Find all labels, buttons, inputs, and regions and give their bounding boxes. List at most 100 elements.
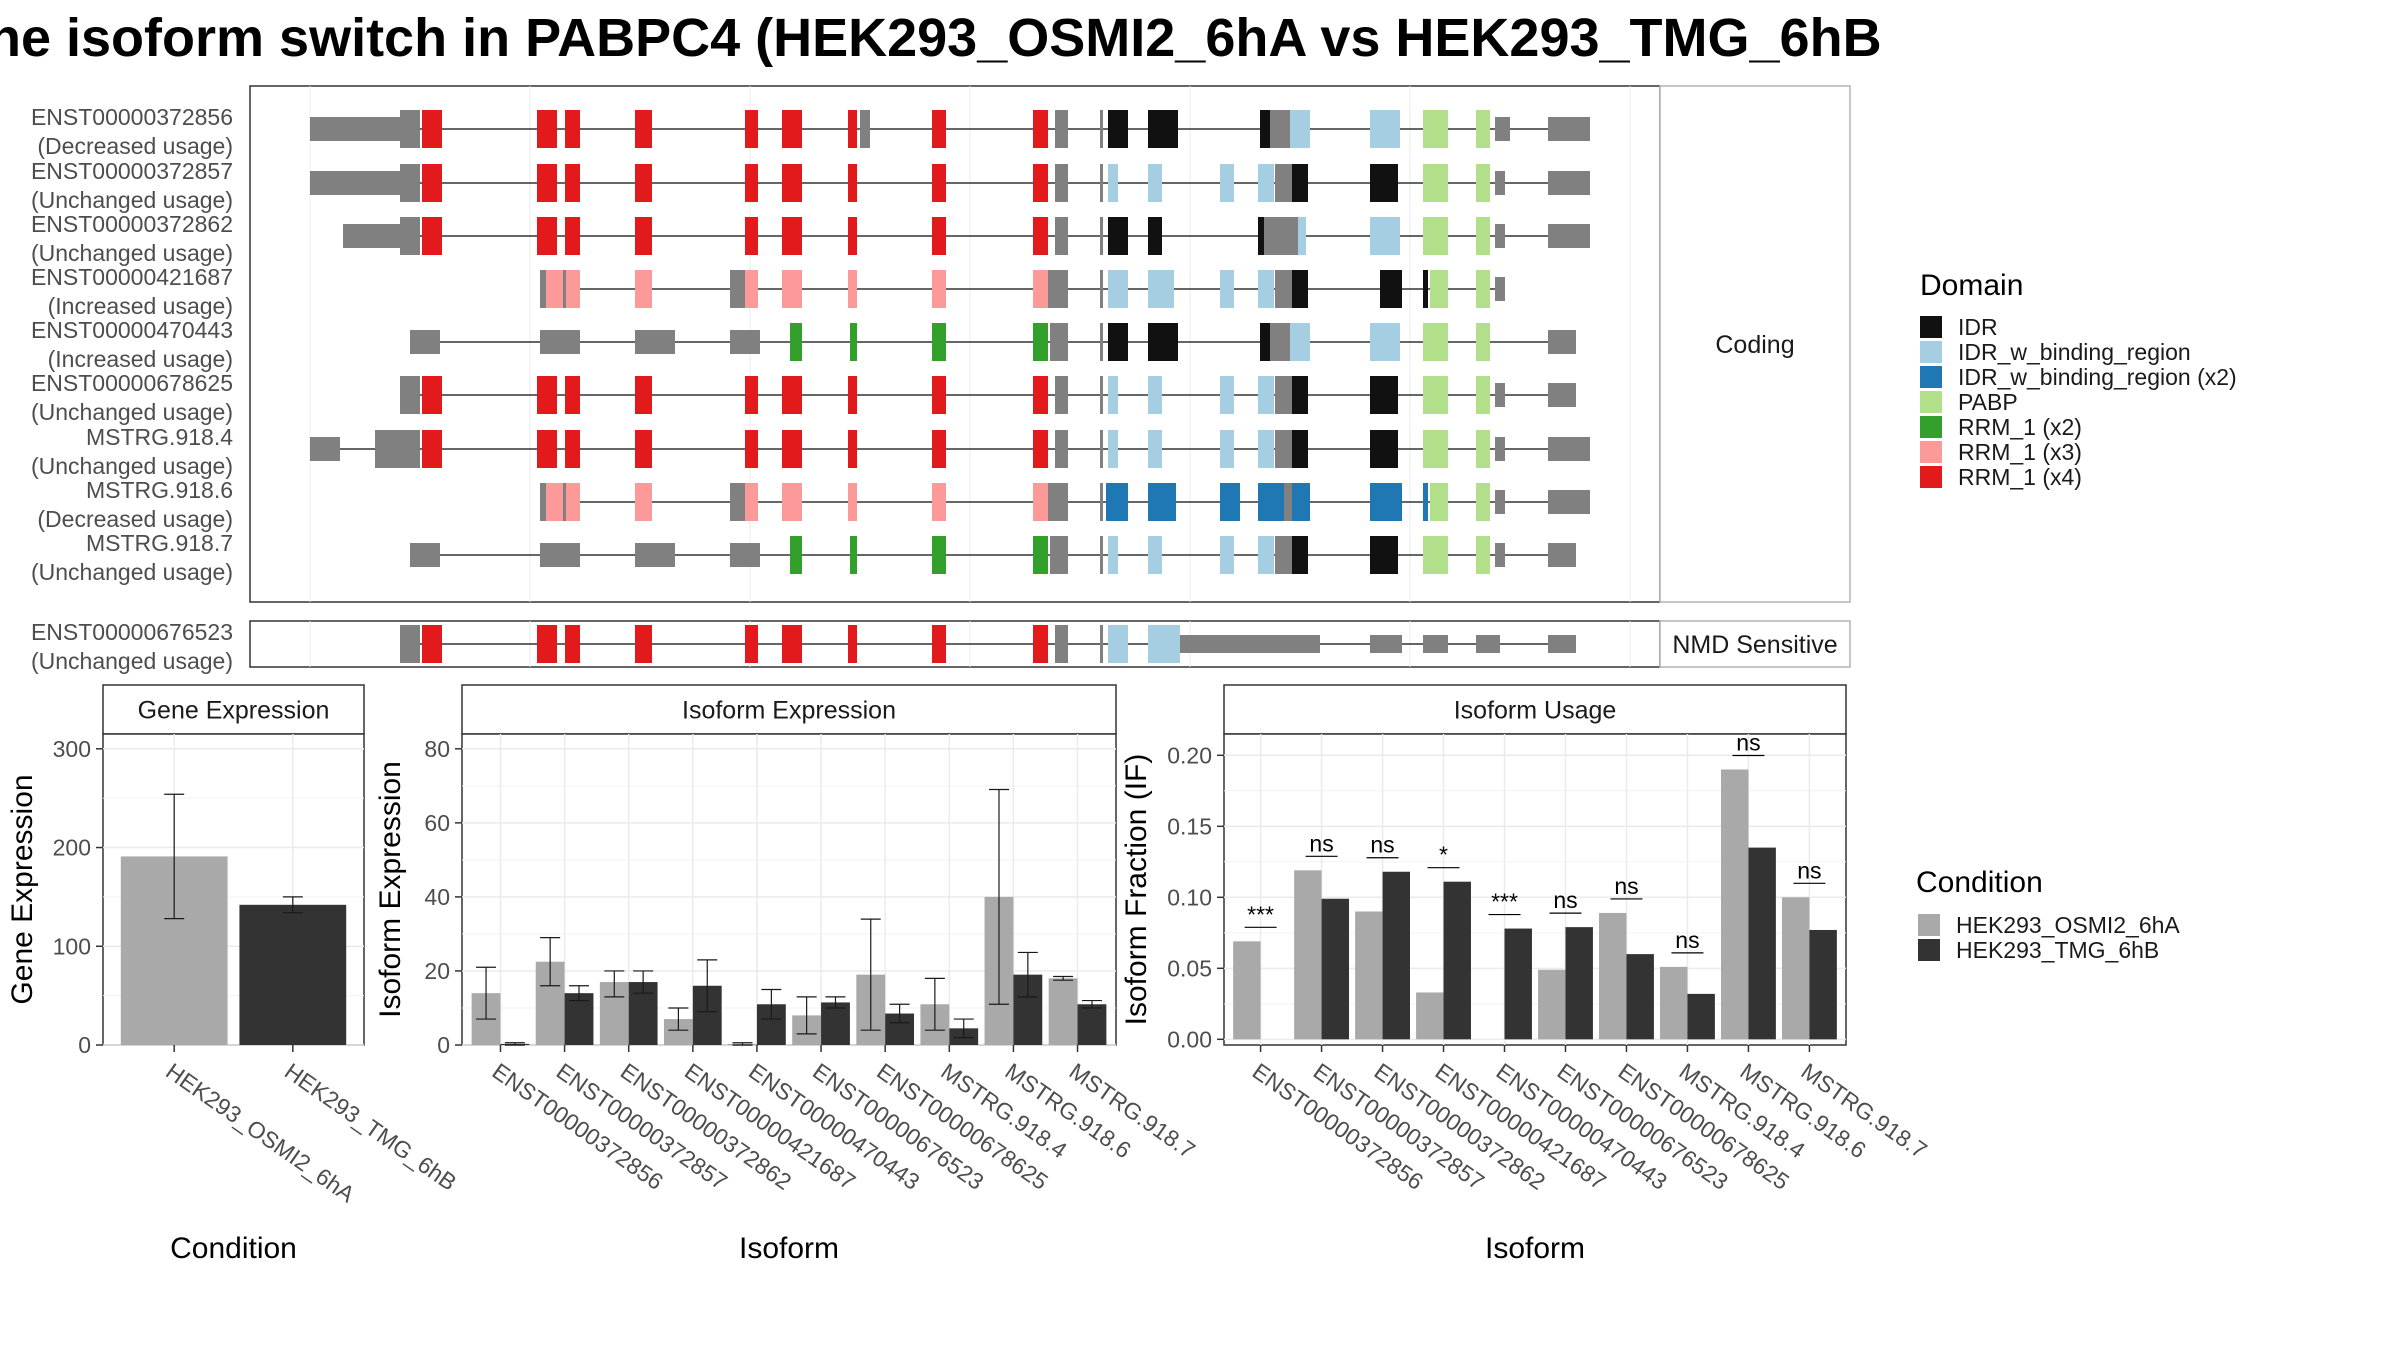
bar — [239, 904, 347, 1045]
domain-block — [932, 430, 946, 468]
domain-block — [1220, 536, 1234, 574]
domain-block — [745, 376, 758, 414]
domain-block — [1423, 376, 1448, 414]
exon-block — [1548, 224, 1590, 248]
domain-block — [1290, 110, 1310, 148]
domain-block — [1148, 110, 1178, 148]
panel-strip — [1223, 684, 1847, 735]
bar — [1748, 847, 1776, 1040]
domain-block — [790, 323, 802, 361]
domain-block — [932, 164, 946, 202]
domain-block — [565, 217, 580, 255]
domain-block — [422, 110, 442, 148]
y-tick-label: 0 — [437, 1032, 450, 1058]
exon-block — [1476, 635, 1500, 653]
domain-block — [1033, 270, 1048, 308]
domain-block — [1370, 110, 1400, 148]
domain-block — [1370, 217, 1400, 255]
domain-block — [1258, 270, 1274, 308]
domain-block — [1292, 270, 1308, 308]
exon-block — [410, 543, 440, 567]
exon-block — [1055, 110, 1068, 148]
domain-block — [1220, 164, 1234, 202]
domain-block — [848, 483, 857, 521]
exon-block — [1495, 543, 1505, 567]
domain-block — [1423, 536, 1448, 574]
domain-block — [635, 376, 652, 414]
legend-label: RRM_1 (x2) — [1958, 414, 2082, 440]
exon-block — [1495, 224, 1505, 248]
exon-block — [1275, 376, 1292, 414]
y-tick-label: 200 — [53, 835, 91, 861]
exon-block — [1100, 625, 1103, 663]
isoform-usage-label: (Unchanged usage) — [31, 453, 233, 479]
y-axis-title: Gene Expression — [6, 774, 39, 1004]
domain-block — [1430, 483, 1448, 521]
legend-label: IDR_w_binding_region (x2) — [1958, 364, 2237, 390]
exon-block — [343, 224, 400, 248]
domain-block — [745, 270, 758, 308]
exon-block — [1495, 171, 1505, 195]
domain-block — [1370, 430, 1398, 468]
domain-block — [782, 217, 802, 255]
domain-block — [1370, 164, 1398, 202]
significance-label: ns — [1736, 730, 1760, 756]
domain-block — [932, 270, 946, 308]
domain-block — [782, 164, 802, 202]
exon-block — [1270, 110, 1290, 148]
legend-swatch — [1920, 341, 1942, 363]
domain-block — [1476, 217, 1490, 255]
domain-block — [1220, 430, 1234, 468]
legend-label: HEK293_OSMI2_6hA — [1956, 912, 2180, 938]
domain-block — [1370, 536, 1398, 574]
domain-block — [850, 536, 857, 574]
domain-block — [635, 625, 652, 663]
domain-block — [1430, 270, 1448, 308]
exon-block — [1548, 543, 1576, 567]
domain-block — [848, 376, 857, 414]
domain-block — [537, 376, 557, 414]
isoform-structure-panel: Coding NMD Sensitive ENST00000372856 (Decre… — [31, 85, 1851, 674]
y-tick-label: 0.05 — [1167, 955, 1212, 981]
domain-block — [932, 110, 946, 148]
significance-label: ns — [1309, 830, 1333, 856]
y-tick-label: 20 — [424, 958, 450, 984]
domain-block — [565, 164, 580, 202]
domain-block — [1292, 483, 1310, 521]
isoform-id-label: ENST00000470443 — [31, 317, 233, 343]
legend-label: RRM_1 (x4) — [1958, 464, 2082, 490]
domain-block — [422, 376, 442, 414]
domain-block — [537, 164, 557, 202]
exon-block — [1275, 270, 1292, 308]
exon-block — [400, 430, 420, 468]
isoform-usage-label: (Unchanged usage) — [31, 648, 233, 674]
domain-legend-title: Domain — [1920, 269, 2023, 302]
exon-block — [1100, 376, 1103, 414]
domain-block — [566, 270, 580, 308]
exon-block — [1495, 490, 1505, 514]
exon-block — [1050, 323, 1068, 361]
bar — [1294, 870, 1322, 1040]
bar — [1626, 954, 1654, 1040]
domain-block — [1106, 483, 1128, 521]
domain-block — [848, 270, 857, 308]
domain-block — [1220, 376, 1234, 414]
domain-block — [565, 110, 580, 148]
legend-swatch — [1920, 416, 1942, 438]
domain-block — [932, 625, 946, 663]
coding-strip-box — [1659, 85, 1851, 603]
exon-block — [400, 110, 420, 148]
domain-block — [745, 483, 758, 521]
exon-block — [400, 164, 420, 202]
exon-block — [635, 330, 675, 354]
bar — [1599, 912, 1627, 1040]
domain-block — [1033, 164, 1048, 202]
domain-block — [1380, 270, 1402, 308]
coding-strip-label: Coding — [1715, 331, 1794, 359]
domain-block — [1423, 430, 1448, 468]
domain-block — [422, 430, 442, 468]
legend-swatch — [1920, 316, 1942, 338]
legend-swatch — [1920, 466, 1942, 488]
legend-label: IDR — [1958, 314, 1998, 340]
